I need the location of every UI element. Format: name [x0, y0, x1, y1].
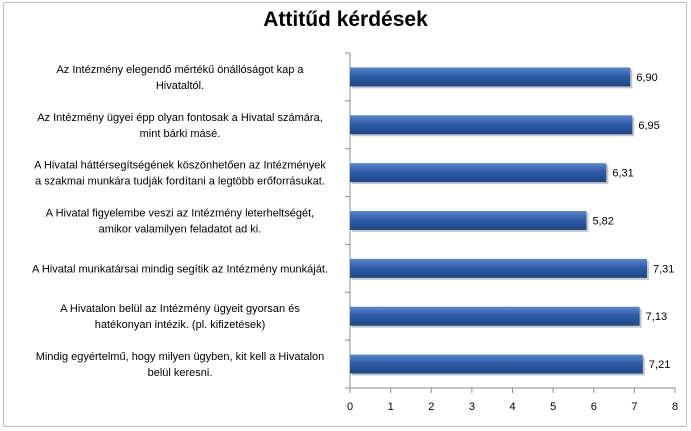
- bar: [350, 163, 607, 183]
- category-label-line: A Hivatal háttérsegítségének köszönhetőe…: [34, 160, 326, 172]
- category-label: A Hivatal háttérsegítségének köszönhetőe…: [34, 160, 326, 188]
- x-tick-label: 4: [509, 401, 515, 413]
- category-label: Az Intézmény ügyei épp olyan fontosak a …: [37, 112, 323, 140]
- category-label-line: A Hivatal munkatársai mindig segítik az …: [32, 263, 328, 275]
- data-label: 6,95: [638, 120, 659, 132]
- bars: 6,90 6,95 6,31 5,82 7,31 7,13 7,21: [350, 67, 674, 376]
- chart-title: Attitűd kérdések: [263, 8, 428, 31]
- category-label-line: Az Intézmény ügyei épp olyan fontosak a …: [37, 112, 323, 124]
- category-label-line: a szakmai munkára tudják fordítani a leg…: [35, 176, 325, 188]
- category-label: A Hivatalon belül az Intézmény ügyeit gy…: [60, 303, 300, 331]
- x-tick-label: 2: [428, 401, 434, 413]
- data-label: 6,90: [636, 72, 657, 84]
- category-label-line: amikor valamilyen feladatot ad ki.: [99, 224, 262, 236]
- data-label: 7,31: [653, 263, 674, 275]
- x-tick-label: 5: [550, 401, 556, 413]
- category-label-line: A Hivatal figyelembe veszi az Intézmény …: [46, 208, 314, 220]
- x-tick-label: 7: [631, 401, 637, 413]
- data-label: 7,13: [646, 311, 667, 323]
- bar: [350, 67, 631, 87]
- data-label: 7,21: [649, 359, 670, 371]
- category-label: Az Intézmény elegendő mértékű önállóságo…: [56, 64, 304, 92]
- x-tick-label: 1: [388, 401, 394, 413]
- category-label: A Hivatal munkatársai mindig segítik az …: [32, 263, 328, 275]
- category-label-line: Az Intézmény elegendő mértékű önállóságo…: [56, 64, 304, 76]
- category-label-line: A Hivatalon belül az Intézmény ügyeit gy…: [60, 303, 300, 315]
- category-label-line: belül keresni.: [148, 367, 213, 379]
- category-label-line: Mindig egyértelmű, hogy milyen ügyben, k…: [36, 351, 325, 363]
- bar: [350, 306, 640, 326]
- category-label-line: Hivataltól.: [156, 80, 204, 92]
- category-label-line: mint bárki másé.: [140, 128, 221, 140]
- data-label: 5,82: [592, 216, 613, 228]
- bar: [350, 258, 647, 278]
- category-label: A Hivatal figyelembe veszi az Intézmény …: [46, 208, 314, 236]
- bar: [350, 354, 643, 374]
- category-label: Mindig egyértelmű, hogy milyen ügyben, k…: [36, 351, 325, 379]
- bar: [350, 211, 587, 230]
- x-tick-label: 0: [347, 401, 353, 413]
- x-tick-label: 3: [469, 401, 475, 413]
- bar: [350, 115, 633, 135]
- category-label-line: hatékonyan intézik. (pl. kifizetések): [95, 319, 266, 331]
- x-tick-label: 8: [672, 401, 678, 413]
- x-tick-label: 6: [591, 401, 597, 413]
- category-labels: Az Intézmény elegendő mértékű önállóságo…: [32, 64, 328, 379]
- data-label: 6,31: [612, 168, 633, 180]
